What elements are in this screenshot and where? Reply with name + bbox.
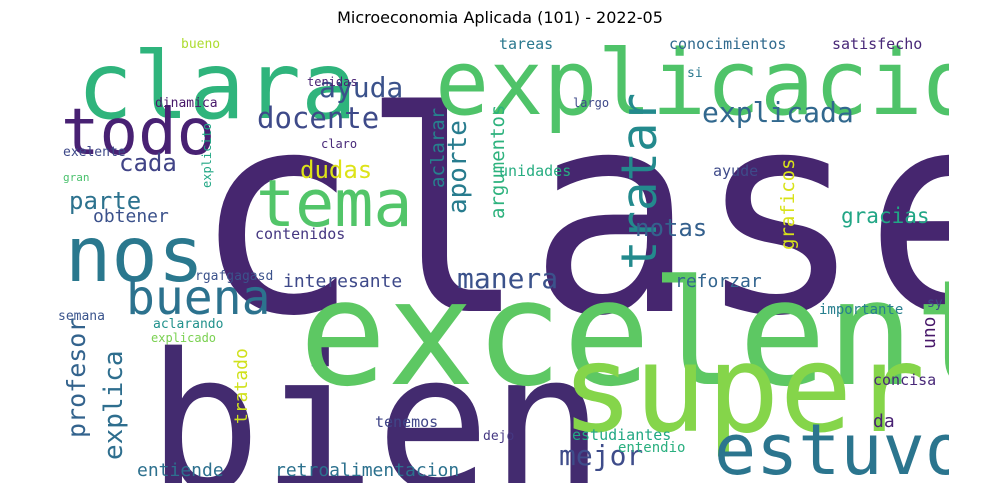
word-da: da — [873, 411, 895, 432]
word-semana: semana — [58, 309, 105, 324]
word-docente: docente — [257, 101, 380, 135]
word-cloud: clasebienexcelentesuper explicacion clara n… — [49, 33, 949, 484]
word-excelente: excelente — [299, 249, 949, 419]
word-si: si — [687, 66, 703, 81]
word-explicado: explicado — [151, 331, 217, 345]
word-entiende: entiende — [137, 460, 224, 481]
word-entendio: entendio — [618, 440, 686, 456]
word-tenemos: tenemos — [375, 413, 439, 431]
word-dudas: dudas — [300, 156, 373, 184]
word-importante: importante — [819, 302, 904, 318]
word-tenidas: tenidas — [307, 75, 358, 89]
word-ayuda: ayuda — [319, 71, 404, 104]
word-explica: explica — [99, 349, 129, 460]
word-gran: gran — [63, 171, 90, 184]
word-conocimientos: conocimientos — [669, 35, 787, 53]
word-rgafgagasd: rgafgagasd — [195, 269, 274, 284]
word-claro: claro — [321, 137, 358, 151]
word-super: super — [561, 319, 926, 460]
word-buena: buena — [126, 270, 271, 326]
word-reforzar: reforzar — [675, 271, 762, 292]
word-cada: cada — [119, 149, 177, 177]
word-clara: clara — [77, 33, 357, 140]
chart-title: Microeconomia Aplicada (101) - 2022-05 — [337, 8, 663, 27]
word-tema: tema — [256, 167, 413, 242]
word-mejor: mejor — [559, 439, 644, 472]
word-sy: sy — [927, 296, 943, 311]
word-explicada: explicada — [702, 96, 854, 129]
word-estudiantes: estudiantes — [572, 426, 672, 444]
word-concisa: concisa — [873, 371, 937, 389]
word-nos: nos — [65, 211, 205, 300]
word-dinamica: dinamica — [155, 96, 218, 111]
word-bien: bien — [147, 313, 605, 484]
word-satisfecho: satisfecho — [832, 35, 923, 53]
word-aclarar: aclarar — [427, 107, 449, 189]
word-uno: uno — [919, 315, 940, 349]
word-contenidos: contenidos — [255, 225, 346, 243]
word-aclarando: aclarando — [153, 317, 224, 332]
word-estuvo: estuvo — [714, 409, 949, 483]
word-largo: largo — [573, 96, 610, 110]
word-todo: todo — [61, 96, 216, 170]
word-tratar: tratar — [611, 92, 668, 270]
word-explicacion: explicacion — [435, 33, 949, 136]
word-exelente: exelente — [63, 145, 126, 160]
word-unidades: unidades — [499, 162, 572, 180]
word-explicito: explicito — [200, 122, 214, 189]
word-obtener: obtener — [93, 206, 169, 227]
word-dejo: dejo — [483, 429, 515, 444]
word-tratado: tratado — [231, 347, 252, 424]
word-interesante: interesante — [283, 271, 403, 292]
word-graficos: graficos — [777, 157, 799, 250]
word-clase: clase — [192, 52, 949, 377]
word-manera: manera — [457, 262, 559, 295]
word-notas: notas — [635, 214, 708, 242]
word-ayude: ayude — [713, 162, 759, 180]
word-parte: parte — [69, 187, 142, 215]
word-profesor: profesor — [62, 317, 91, 439]
word-retroalimentacion: retroalimentacion — [275, 460, 460, 481]
word-gracias: gracias — [841, 204, 930, 228]
word-bueno: bueno — [181, 37, 221, 52]
word-tareas: tareas — [499, 35, 554, 53]
